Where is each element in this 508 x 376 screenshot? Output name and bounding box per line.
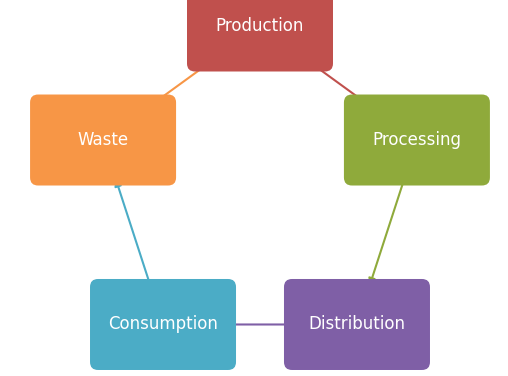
FancyArrowPatch shape bbox=[115, 181, 150, 286]
Text: Processing: Processing bbox=[372, 131, 461, 149]
FancyArrowPatch shape bbox=[136, 52, 225, 116]
FancyBboxPatch shape bbox=[284, 279, 430, 370]
Text: Distribution: Distribution bbox=[308, 315, 405, 334]
Text: Consumption: Consumption bbox=[108, 315, 218, 334]
FancyBboxPatch shape bbox=[90, 279, 236, 370]
FancyBboxPatch shape bbox=[344, 94, 490, 185]
FancyArrowPatch shape bbox=[206, 322, 316, 327]
FancyArrowPatch shape bbox=[369, 179, 404, 284]
FancyBboxPatch shape bbox=[187, 0, 333, 71]
FancyArrowPatch shape bbox=[293, 50, 382, 115]
Text: Production: Production bbox=[216, 17, 304, 35]
FancyBboxPatch shape bbox=[30, 94, 176, 185]
Text: Waste: Waste bbox=[78, 131, 129, 149]
